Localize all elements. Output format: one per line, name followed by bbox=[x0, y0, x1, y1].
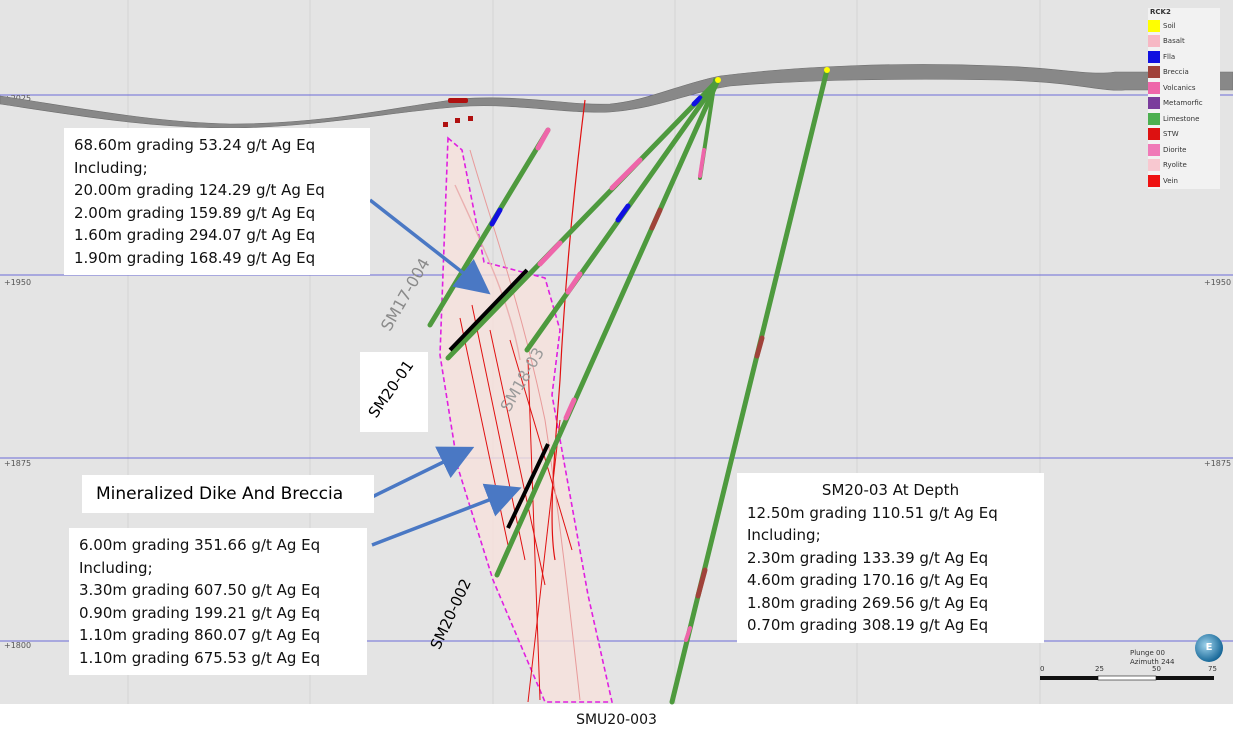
legend-item-breccia: Breccia bbox=[1148, 65, 1220, 81]
legend-swatch bbox=[1148, 174, 1160, 187]
legend-item-diorite: Diorite bbox=[1148, 142, 1220, 158]
assay-box-title: SM20-03 At Depth bbox=[821, 481, 960, 499]
vein-trace-3 bbox=[454, 184, 521, 361]
legend-swatch bbox=[1148, 128, 1160, 141]
legend-swatch bbox=[1148, 19, 1160, 32]
vein-trace-2 bbox=[551, 99, 586, 561]
annotation-arrows bbox=[368, 198, 522, 547]
elev-label-1950: +1950 bbox=[4, 278, 31, 287]
breccia-veins bbox=[459, 304, 573, 703]
legend-title: RCK2 bbox=[1150, 8, 1171, 16]
legend-swatch bbox=[1148, 50, 1160, 63]
hole-label-sm20-01-box: SM20-01 bbox=[360, 352, 428, 432]
drill-holes bbox=[427, 67, 830, 705]
legend-item-limestone: Limestone bbox=[1148, 111, 1220, 127]
surface-samples bbox=[443, 98, 473, 127]
legend-item-volcanics: Volcanics bbox=[1148, 80, 1220, 96]
assay-box-sm20-002: 6.00m grading 351.66 g/t Ag Eq Including… bbox=[69, 528, 367, 675]
legend-label: Vein bbox=[1163, 176, 1178, 185]
drill-hole-sm17-004 bbox=[427, 127, 551, 328]
mineralized-dike-label: Mineralized Dike And Breccia bbox=[82, 475, 374, 513]
assay-box-sm20-03-depth: SM20-03 At Depth 12.50m grading 110.51 g… bbox=[737, 473, 1044, 643]
legend-label: Diorite bbox=[1163, 145, 1187, 154]
view-orientation: Plunge 00 Azimuth 244 bbox=[1130, 649, 1174, 667]
assay-line: Including; bbox=[74, 158, 148, 177]
legend-label: Volcanics bbox=[1163, 83, 1196, 92]
legend-swatch bbox=[1148, 97, 1160, 110]
assay-line: Including; bbox=[79, 558, 153, 577]
lithology-legend: RCK2 Soil Basalt Flla Breccia Volcanics Metam… bbox=[1148, 8, 1220, 189]
assay-line: Including; bbox=[747, 526, 821, 544]
legend-label: Limestone bbox=[1163, 114, 1200, 123]
legend-item-soil: Soil bbox=[1148, 18, 1220, 34]
collar-marker-1 bbox=[715, 77, 721, 83]
elev-label-1800: +1800 bbox=[4, 641, 31, 650]
legend-label: Breccia bbox=[1163, 68, 1189, 77]
legend-label: Flla bbox=[1163, 52, 1176, 61]
legend-item-ryolite: Ryolite bbox=[1148, 158, 1220, 174]
assay-line: 6.00m grading 351.66 g/t Ag Eq bbox=[79, 536, 321, 554]
legend-label: STW bbox=[1163, 130, 1179, 139]
assay-line: 2.00m grading 159.89 g/t Ag Eq bbox=[74, 203, 316, 222]
hole-label-sm20-01: SM20-01 bbox=[364, 356, 418, 422]
assay-line: 20.00m grading 124.29 g/t Ag Eq bbox=[74, 181, 325, 199]
compass-globe-icon: E bbox=[1195, 634, 1223, 662]
legend-label: Basalt bbox=[1163, 37, 1185, 46]
elev-label-1875-right: +1875 bbox=[1204, 459, 1231, 468]
legend-swatch bbox=[1148, 35, 1160, 48]
legend-item-vein: Vein bbox=[1148, 173, 1220, 189]
assay-line: 12.50m grading 110.51 g/t Ag Eq bbox=[747, 503, 998, 522]
assay-line: 1.60m grading 294.07 g/t Ag Eq bbox=[74, 226, 316, 244]
assay-line: 0.70m grading 308.19 g/t Ag Eq bbox=[747, 616, 989, 634]
scale-bar: 0 25 50 75 bbox=[1040, 665, 1217, 681]
assay-line: 1.90m grading 168.49 g/t Ag Eq bbox=[74, 248, 316, 267]
legend-item-stw: STW bbox=[1148, 127, 1220, 143]
scale-tick-25: 25 bbox=[1095, 665, 1104, 673]
elevation-labels-right: +1950 +1875 bbox=[1204, 278, 1231, 468]
assay-line: 3.30m grading 607.50 g/t Ag Eq bbox=[79, 581, 321, 599]
assay-line: 4.60m grading 170.16 g/t Ag Eq bbox=[747, 571, 989, 589]
intercept-bar-sm20-01 bbox=[448, 268, 529, 352]
azimuth-text: Azimuth 244 bbox=[1130, 658, 1175, 666]
legend-label: Soil bbox=[1163, 21, 1176, 30]
assay-line: 68.60m grading 53.24 g/t Ag Eq bbox=[74, 136, 316, 154]
scale-tick-75: 75 bbox=[1208, 665, 1217, 673]
legend-swatch bbox=[1148, 66, 1160, 79]
scale-tick-0: 0 bbox=[1040, 665, 1044, 673]
legend-swatch bbox=[1148, 143, 1160, 156]
legend-item-metamorfic: Metamorfic bbox=[1148, 96, 1220, 112]
elev-label-1950-right: +1950 bbox=[1204, 278, 1231, 287]
figure-caption: SMU20-003 bbox=[576, 712, 657, 728]
legend-label: Metamorfic bbox=[1163, 99, 1203, 108]
legend-swatch bbox=[1148, 81, 1160, 94]
drill-hole-sm20-01 bbox=[445, 77, 721, 361]
elev-label-1875: +1875 bbox=[4, 459, 31, 468]
drill-hole-sm20-002 bbox=[494, 77, 721, 578]
scale-tick-50: 50 bbox=[1152, 665, 1161, 673]
assay-line: 0.90m grading 199.21 g/t Ag Eq bbox=[79, 603, 321, 622]
assay-line: 1.10m grading 675.53 g/t Ag Eq bbox=[79, 648, 321, 667]
collar-marker-2 bbox=[824, 67, 830, 73]
plunge-text: Plunge 00 bbox=[1130, 649, 1165, 657]
legend-swatch bbox=[1148, 159, 1160, 172]
assay-line: 1.80m grading 269.56 g/t Ag Eq bbox=[747, 593, 989, 612]
legend-item-basalt: Basalt bbox=[1148, 34, 1220, 50]
assay-box-sm20-01: 68.60m grading 53.24 g/t Ag Eq Including… bbox=[64, 128, 370, 275]
assay-line: 1.10m grading 860.07 g/t Ag Eq bbox=[79, 626, 321, 644]
legend-item-flla: Flla bbox=[1148, 49, 1220, 65]
assay-line: 2.30m grading 133.39 g/t Ag Eq bbox=[747, 548, 989, 567]
legend-swatch bbox=[1148, 112, 1160, 125]
legend-label: Ryolite bbox=[1163, 161, 1187, 170]
